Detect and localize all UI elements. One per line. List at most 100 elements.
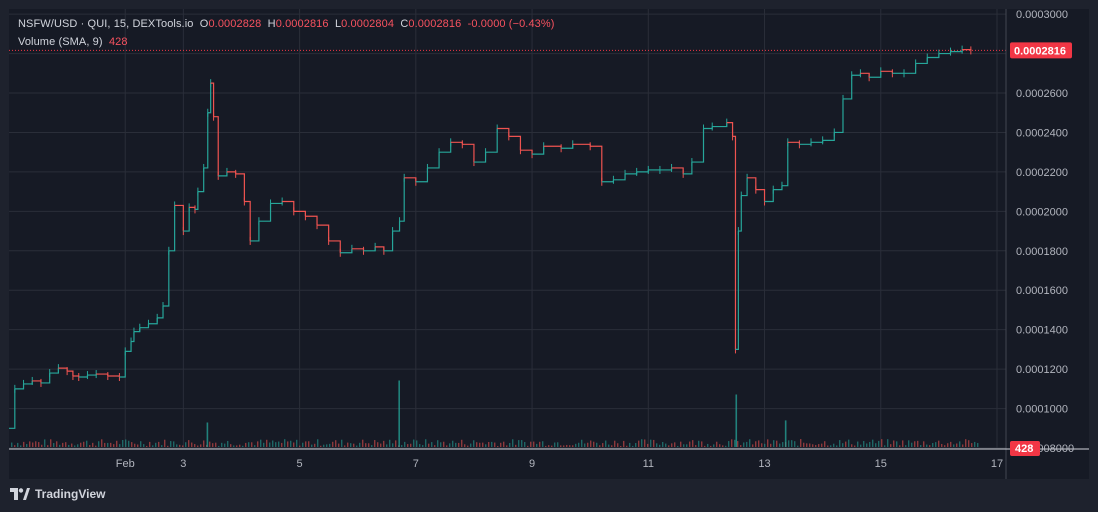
price-segment bbox=[561, 144, 574, 149]
volume-bar bbox=[32, 442, 34, 447]
volume-bar bbox=[467, 445, 469, 447]
volume-bar bbox=[845, 441, 847, 447]
volume-bar bbox=[248, 442, 250, 447]
price-segment bbox=[485, 128, 498, 153]
volume-bar bbox=[11, 442, 13, 447]
price-axis[interactable]: 0.00030000.00028000.00026000.00024000.00… bbox=[1016, 9, 1074, 455]
price-segment bbox=[520, 149, 533, 155]
volume-bar bbox=[572, 445, 574, 447]
volume-bar bbox=[263, 442, 265, 447]
volume-bar bbox=[164, 439, 166, 447]
volume-bar bbox=[365, 443, 367, 447]
volume-bar bbox=[635, 442, 637, 447]
tradingview-brand[interactable]: TradingView bbox=[10, 486, 105, 502]
volume-bar bbox=[122, 439, 124, 447]
volume-bar bbox=[662, 441, 664, 447]
volume-bar bbox=[641, 439, 643, 447]
symbol-label[interactable]: NSFW/USD · QUI, 15, DEXTools.io bbox=[18, 18, 194, 30]
volume-bar bbox=[647, 443, 649, 447]
volume-bar bbox=[434, 445, 436, 447]
volume-bar bbox=[125, 439, 127, 447]
volume-bar bbox=[182, 445, 184, 447]
volume-bar bbox=[428, 443, 430, 447]
volume-bar bbox=[284, 439, 286, 447]
volume-bar bbox=[836, 445, 838, 447]
volume-bar bbox=[812, 444, 814, 447]
volume-bar bbox=[824, 441, 826, 447]
volume-bar bbox=[233, 445, 235, 447]
volume-bar bbox=[92, 442, 94, 447]
tradingview-logo-icon bbox=[10, 488, 30, 500]
volume-bar bbox=[221, 442, 223, 447]
x-tick-label: 11 bbox=[643, 458, 654, 470]
volume-bar bbox=[617, 443, 619, 447]
volume-label[interactable]: Volume (SMA, 9) bbox=[18, 36, 103, 48]
volume-bar bbox=[308, 441, 310, 447]
volume-bar bbox=[881, 439, 883, 447]
volume-bar bbox=[890, 444, 892, 447]
price-segment bbox=[904, 63, 917, 74]
price-segment bbox=[270, 201, 283, 205]
volume-bar bbox=[614, 440, 616, 447]
price-segment bbox=[9, 388, 16, 429]
price-segment bbox=[726, 121, 734, 137]
volume-bar bbox=[830, 445, 832, 447]
price-segment bbox=[40, 373, 51, 384]
plot-area[interactable] bbox=[9, 9, 1089, 479]
price-segment bbox=[938, 51, 952, 55]
close-label: C bbox=[400, 18, 409, 30]
high-value: 0.0002816 bbox=[275, 18, 329, 30]
price-segment bbox=[363, 246, 376, 252]
price-segment bbox=[450, 141, 463, 145]
price-segment bbox=[427, 152, 440, 169]
volume-bar bbox=[317, 439, 319, 447]
volume-bar bbox=[56, 441, 58, 447]
time-axis[interactable]: Feb 3 5 7 9 11 13 15 17 bbox=[116, 458, 1003, 470]
volume-bar bbox=[512, 439, 514, 447]
volume-bar bbox=[257, 441, 259, 447]
volume-bar bbox=[107, 442, 109, 447]
volume-legend: Volume (SMA, 9) 428 bbox=[18, 36, 128, 48]
price-segment bbox=[880, 70, 893, 74]
volume-bar bbox=[503, 441, 505, 447]
volume-bar bbox=[911, 442, 913, 447]
volume-bar bbox=[554, 442, 556, 447]
volume-bar bbox=[848, 439, 850, 447]
price-segment bbox=[119, 351, 126, 378]
volume-bar bbox=[272, 440, 274, 447]
price-segment bbox=[383, 231, 394, 252]
volume-bar bbox=[692, 440, 694, 447]
volume-bar bbox=[71, 443, 73, 447]
price-chart[interactable]: 0.00030000.00028000.00026000.00024000.00… bbox=[9, 9, 1089, 479]
volume-bar bbox=[704, 445, 706, 447]
price-segment bbox=[67, 370, 74, 377]
volume-bar bbox=[806, 443, 808, 447]
volume-bar bbox=[599, 445, 601, 447]
volume-value-tag: 428 bbox=[1010, 441, 1040, 456]
volume-bar bbox=[431, 442, 433, 447]
x-tick-label: Feb bbox=[116, 458, 135, 470]
volume-bar bbox=[197, 445, 199, 447]
volume-bar bbox=[755, 441, 757, 447]
volume-bar bbox=[539, 441, 541, 447]
volume-bar bbox=[293, 442, 295, 447]
volume-bar bbox=[452, 440, 454, 447]
volume-bar bbox=[737, 441, 739, 447]
volume-bar bbox=[608, 444, 610, 447]
price-segment bbox=[834, 98, 844, 134]
volume-bar bbox=[131, 442, 133, 447]
volume-bar bbox=[323, 444, 325, 447]
volume-bar bbox=[374, 440, 376, 447]
volume-bar bbox=[950, 441, 952, 447]
volume-bar bbox=[767, 439, 769, 447]
x-tick-label: 13 bbox=[758, 458, 770, 470]
volume-bar bbox=[185, 442, 187, 447]
volume-bar bbox=[269, 442, 271, 447]
volume-bar bbox=[518, 440, 520, 447]
volume-bar bbox=[560, 445, 562, 447]
volume-bar bbox=[212, 443, 214, 447]
volume-bar bbox=[515, 444, 517, 447]
volume-bar bbox=[410, 443, 412, 447]
volume-bar bbox=[320, 445, 322, 447]
y-tick-label: 0.0001600 bbox=[1016, 285, 1068, 297]
